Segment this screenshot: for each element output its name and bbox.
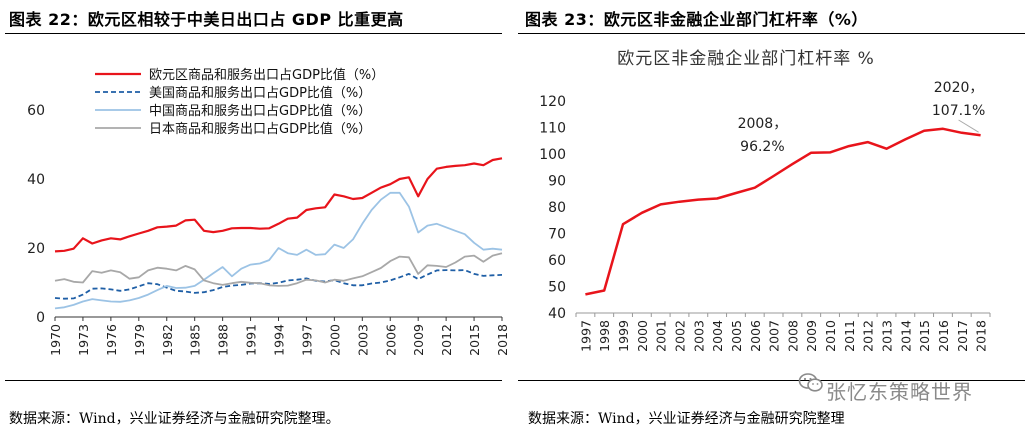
x-tick-label: 2013 [880, 320, 895, 352]
x-tick-label: 2012 [439, 324, 454, 356]
x-tick-label: 2004 [710, 320, 725, 352]
chart-title: 欧元区非金融企业部门杠杆率 % [617, 49, 875, 69]
y-tick-label: 50 [548, 280, 566, 296]
x-tick-label: 2012 [861, 320, 876, 352]
right-chart-title: 图表 23：欧元区非金融企业部门杠杆率（%） [525, 10, 868, 29]
x-tick-label: 2003 [691, 320, 706, 352]
annotation-value: 96.2% [740, 139, 784, 155]
annotation-label: 2020， [934, 80, 984, 96]
x-tick-label: 1991 [244, 324, 259, 356]
y-tick-label: 100 [539, 147, 566, 163]
y-tick-label: 60 [548, 253, 566, 269]
x-tick-label: 2003 [355, 324, 370, 356]
series-line [54, 191, 503, 310]
x-tick-label: 2000 [635, 320, 650, 352]
x-tick-label: 2010 [823, 320, 838, 352]
legend-label: 中国商品和服务出口占GDP比值（%） [149, 103, 371, 119]
x-tick-label: 2017 [955, 320, 970, 352]
x-tick-label: 1982 [160, 324, 175, 356]
series-line [54, 252, 503, 287]
left-source-note: 数据来源：Wind，兴业证券经济与金融研究院整理。 [9, 411, 340, 427]
legend-label: 日本商品和服务出口占GDP比值（%） [149, 121, 371, 137]
y-tick-label: 0 [36, 310, 45, 326]
x-tick-label: 2008 [785, 320, 800, 352]
x-tick-label: 2018 [495, 324, 510, 356]
x-tick-label: 2000 [327, 324, 342, 356]
x-tick-label: 2002 [673, 320, 688, 352]
export-share-chart: 0 20 40 60 1970 1973 1976 1979 1982 1985 1988 1991 1… [27, 67, 510, 356]
x-tick-label: 2014 [898, 320, 913, 352]
legend-label: 欧元区商品和服务出口占GDP比值（%） [149, 67, 384, 83]
x-tick-label: 1988 [216, 324, 231, 356]
left-title-rule [5, 33, 502, 34]
x-tick-label: 1985 [188, 324, 203, 356]
x-tick-label: 2015 [917, 320, 932, 352]
series-line [54, 269, 503, 300]
y-tick-label: 40 [27, 172, 45, 188]
legend-label: 美国商品和服务出口占GDP比值（%） [149, 85, 371, 101]
watermark-text: 张忆东策略世界 [826, 380, 973, 404]
y-tick-label: 70 [548, 227, 566, 243]
x-tick-label: 1999 [616, 320, 631, 352]
right-source-note: 数据来源：Wind，兴业证券经济与金融研究院整理 [528, 411, 845, 427]
leverage-chart: 欧元区非金融企业部门杠杆率 % 40 50 60 70 80 90 100 110 120 1997… [539, 49, 991, 352]
x-tick-label: 1994 [272, 324, 287, 356]
x-tick-label: 2001 [654, 320, 669, 352]
x-tick-label: 2011 [842, 320, 857, 352]
y-tick-label: 120 [539, 94, 566, 110]
series-line [585, 127, 981, 296]
x-tick-label: 1997 [299, 324, 314, 356]
x-tick-label: 1973 [76, 324, 91, 356]
annotation-leader [958, 119, 979, 133]
x-tick-label: 2005 [729, 320, 744, 352]
x-tick-label: 2015 [467, 324, 482, 356]
x-tick-label: 2009 [411, 324, 426, 356]
right-title-rule [518, 33, 1025, 34]
left-chart-title: 图表 22：欧元区相较于中美日出口占 GDP 比重更高 [9, 10, 404, 29]
wechat-icon [798, 373, 823, 392]
x-tick-label: 2006 [748, 320, 763, 352]
x-tick-label: 2018 [974, 320, 989, 352]
y-tick-label: 20 [27, 241, 45, 257]
right-bottom-rule [518, 380, 1025, 381]
series-line [54, 157, 503, 253]
y-tick-label: 80 [548, 200, 566, 216]
y-tick-label: 40 [548, 306, 566, 322]
y-tick-label: 60 [27, 103, 45, 119]
annotation-label: 2008， [738, 116, 788, 132]
x-tick-label: 2009 [804, 320, 819, 352]
y-tick-label: 110 [539, 121, 566, 137]
x-tick-label: 1970 [48, 324, 63, 356]
left-bottom-rule [5, 380, 502, 381]
x-tick-label: 1997 [578, 320, 593, 352]
x-tick-label: 2006 [383, 324, 398, 356]
x-tick-label: 1998 [597, 320, 612, 352]
x-tick-label: 2007 [767, 320, 782, 352]
x-tick-label: 1976 [104, 324, 119, 356]
annotation-value: 107.1% [932, 103, 985, 119]
y-tick-label: 90 [548, 174, 566, 190]
x-tick-label: 1979 [132, 324, 147, 356]
x-tick-label: 2016 [936, 320, 951, 352]
